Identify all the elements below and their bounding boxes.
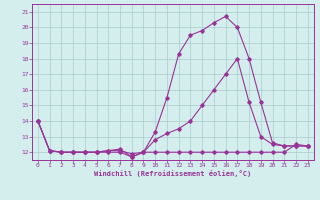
X-axis label: Windchill (Refroidissement éolien,°C): Windchill (Refroidissement éolien,°C)	[94, 170, 252, 177]
